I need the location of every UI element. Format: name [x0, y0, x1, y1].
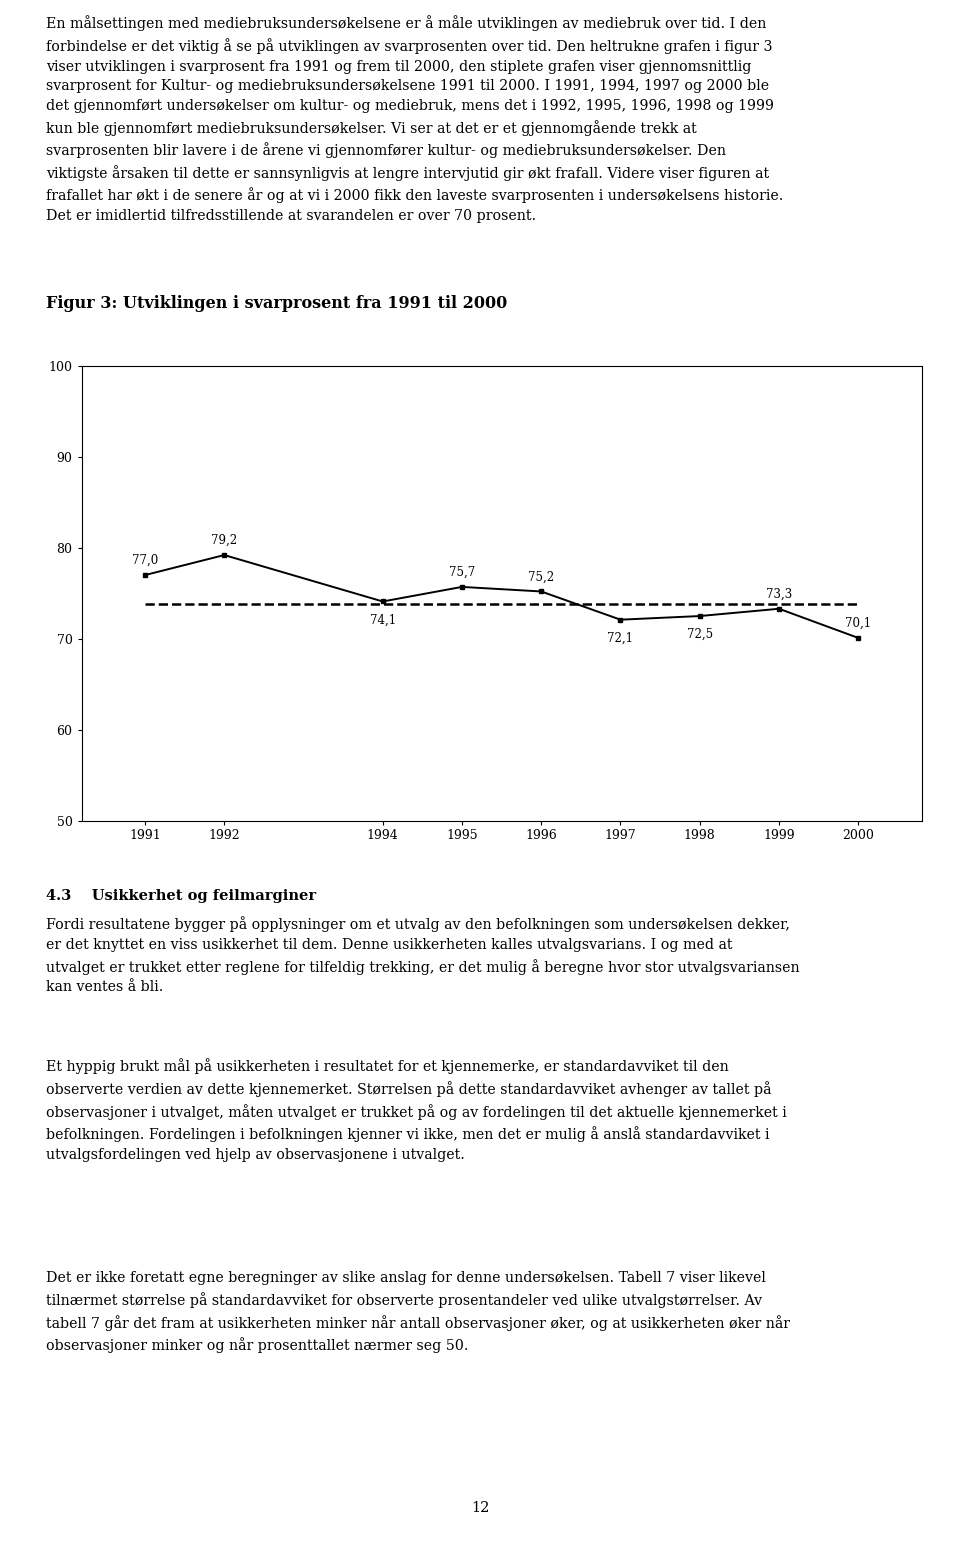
Text: En målsettingen med mediebruksundersøkelsene er å måle utviklingen av mediebruk : En målsettingen med mediebruksundersøkel…	[46, 15, 783, 224]
Text: Fordi resultatene bygger på opplysninger om et utvalg av den befolkningen som un: Fordi resultatene bygger på opplysninger…	[46, 917, 800, 994]
Text: 72,1: 72,1	[608, 631, 634, 645]
Text: 75,7: 75,7	[449, 566, 475, 579]
Text: 74,1: 74,1	[370, 613, 396, 626]
Text: 72,5: 72,5	[686, 628, 712, 640]
Text: Figur 3: Utviklingen i svarprosent fra 1991 til 2000: Figur 3: Utviklingen i svarprosent fra 1…	[46, 295, 507, 312]
Text: 12: 12	[470, 1500, 490, 1515]
Text: 73,3: 73,3	[766, 588, 792, 600]
Text: Det er ikke foretatt egne beregninger av slike anslag for denne undersøkelsen. T: Det er ikke foretatt egne beregninger av…	[46, 1271, 790, 1353]
Text: Et hyppig brukt mål på usikkerheten i resultatet for et kjennemerke, er standard: Et hyppig brukt mål på usikkerheten i re…	[46, 1058, 787, 1162]
Text: 77,0: 77,0	[132, 554, 158, 566]
Text: 79,2: 79,2	[211, 534, 237, 546]
Text: 4.3    Usikkerhet og feilmarginer: 4.3 Usikkerhet og feilmarginer	[46, 889, 316, 904]
Text: 70,1: 70,1	[845, 617, 872, 630]
Text: 75,2: 75,2	[528, 571, 554, 583]
